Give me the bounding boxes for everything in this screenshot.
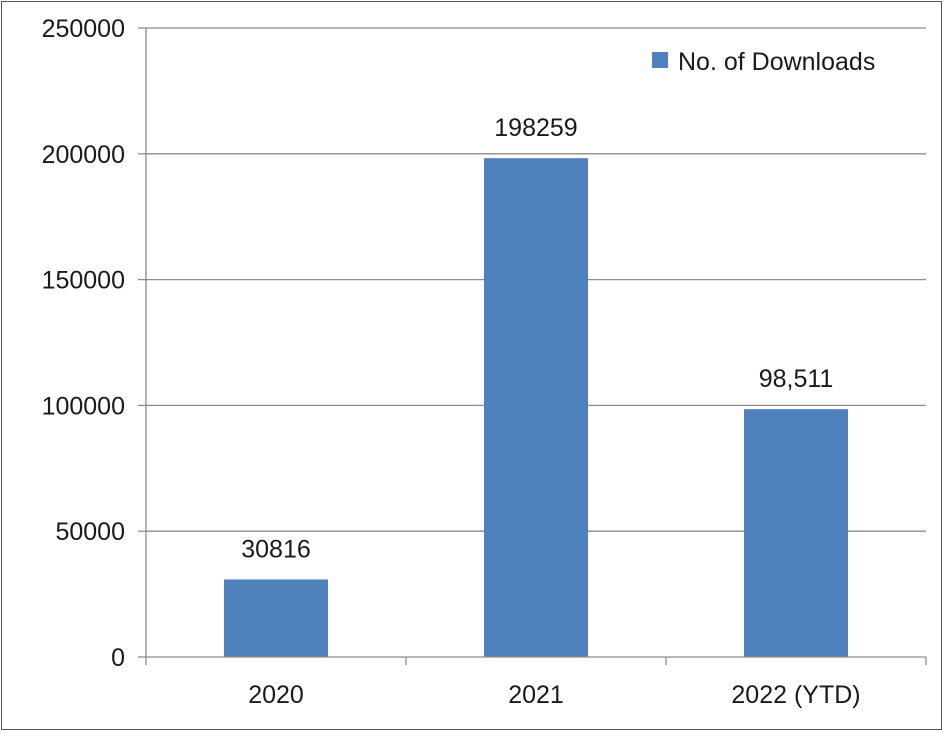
x-tick-label: 2022 (YTD) xyxy=(731,681,860,709)
bar-2020 xyxy=(224,579,328,657)
data-label: 98,511 xyxy=(759,365,834,393)
bars xyxy=(224,158,848,657)
y-tick-label: 0 xyxy=(111,644,125,672)
axes xyxy=(138,27,927,665)
y-tick-label: 150000 xyxy=(42,267,125,295)
x-tick-label: 2020 xyxy=(248,681,304,709)
y-tick-label: 50000 xyxy=(55,518,125,546)
data-label: 30816 xyxy=(241,535,311,563)
x-tick-labels: 2020 2021 2022 (YTD) xyxy=(248,681,860,709)
bar-2021 xyxy=(484,158,588,657)
y-tick-label: 100000 xyxy=(42,392,125,420)
legend: No. of Downloads xyxy=(652,48,875,76)
data-label: 198259 xyxy=(494,114,577,142)
legend-swatch xyxy=(652,52,668,68)
x-tick-label: 2021 xyxy=(508,681,564,709)
data-labels: 30816 198259 98,511 xyxy=(241,114,833,563)
y-tick-labels: 0 50000 100000 150000 200000 250000 xyxy=(42,15,125,672)
y-tick-label: 200000 xyxy=(42,141,125,169)
bar-2022-ytd xyxy=(744,409,848,657)
legend-label: No. of Downloads xyxy=(678,48,875,76)
y-tick-label: 250000 xyxy=(42,15,125,43)
